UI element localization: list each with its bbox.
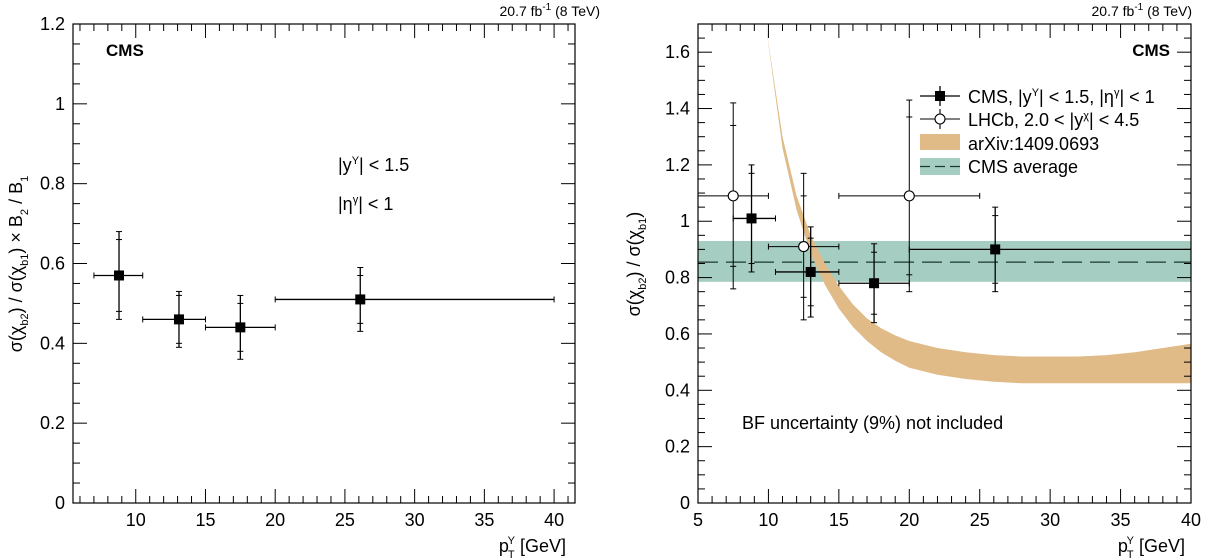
legend-entry-lhcb: LHCb, 2.0 < |yχ| < 4.5 xyxy=(920,109,1139,130)
left-cms-point xyxy=(93,231,144,320)
left-x-tick-label: 30 xyxy=(405,510,425,530)
legend-label-average: CMS average xyxy=(968,157,1078,177)
right-plot-frame xyxy=(697,23,1192,504)
right-y-axis-title: σ(χb2) / σ(χb1) xyxy=(624,212,649,317)
left-cms-point xyxy=(142,290,206,348)
left-x-tick-label: 40 xyxy=(544,510,564,530)
left-y-tick-label: 0.4 xyxy=(40,333,65,353)
right-y-tick-label: 0 xyxy=(680,493,690,513)
right-x-tick-label: 5 xyxy=(693,510,703,530)
right-x-tick-label: 30 xyxy=(1040,510,1060,530)
left-data-points xyxy=(93,231,555,360)
right-y-tick-label: 0.2 xyxy=(665,437,690,457)
left-cms-point xyxy=(274,266,555,332)
right-cms-point xyxy=(908,206,1192,293)
legend-entry-theory: arXiv:1409.0693 xyxy=(920,134,1099,154)
cms-average-band xyxy=(698,240,1191,282)
right-y-tick-label: 1.4 xyxy=(665,99,690,119)
right-x-tick-label: 10 xyxy=(758,510,778,530)
right-chart: 20.7 fb-1 (8 TeV) 5 10 15 20 25 30 35 40 0 0.2 0.4… xyxy=(624,2,1201,560)
right-y-tick-label: 1.6 xyxy=(665,42,690,62)
right-data-points xyxy=(697,99,1192,324)
right-axis-ticks: 5 10 15 20 25 30 35 40 0 0.2 0.4 0.6 0.8 1 1.2 1.4 1.6 xyxy=(665,23,1201,530)
right-y-tick-label: 1.2 xyxy=(665,155,690,175)
left-y-tick-label: 0.6 xyxy=(40,254,65,274)
left-y-tick-label: 0.8 xyxy=(40,174,65,194)
left-y-tick-label: 1 xyxy=(55,94,65,114)
right-lhcb-point xyxy=(697,102,769,290)
left-eta-cut: |ηγ| < 1 xyxy=(338,194,393,214)
right-cms-label: CMS xyxy=(1132,41,1170,60)
legend-entry-average: CMS average xyxy=(920,157,1078,177)
left-plot-frame xyxy=(72,23,576,504)
right-y-tick-label: 0.4 xyxy=(665,380,690,400)
left-x-tick-label: 20 xyxy=(265,510,285,530)
bf-uncertainty-note: BF uncertainty (9%) not included xyxy=(742,413,1003,433)
right-lumi-label: 20.7 fb-1 (8 TeV) xyxy=(1092,2,1193,19)
right-legend: CMS, |yΥ| < 1.5, |ηγ| < 1 LHCb, 2.0 < |y… xyxy=(920,86,1155,177)
left-x-tick-label: 15 xyxy=(195,510,215,530)
legend-label-cms: CMS, |yΥ| < 1.5, |ηγ| < 1 xyxy=(968,87,1155,107)
left-cms-point xyxy=(204,294,276,360)
left-x-tick-label: 35 xyxy=(474,510,494,530)
right-x-tick-label: 35 xyxy=(1111,510,1131,530)
right-lhcb-point xyxy=(767,172,840,321)
right-x-tick-label: 15 xyxy=(829,510,849,530)
left-x-tick-label: 10 xyxy=(126,510,146,530)
right-cms-point xyxy=(774,226,840,318)
right-y-tick-label: 0.8 xyxy=(665,268,690,288)
right-cms-point xyxy=(838,243,910,324)
right-x-tick-label: 20 xyxy=(899,510,919,530)
left-x-axis-title: pTΥ [GeV] xyxy=(499,535,566,560)
right-lhcb-point xyxy=(838,99,981,293)
right-x-tick-label: 40 xyxy=(1181,510,1201,530)
right-y-tick-label: 1 xyxy=(680,211,690,231)
left-chart: 20.7 fb-1 (8 TeV) 10 15 20 25 30 35 40 0 0.2 0.4 0… xyxy=(6,2,600,560)
left-y-tick-label: 0 xyxy=(55,493,65,513)
left-y-tick-label: 1.2 xyxy=(40,14,65,34)
right-x-tick-label: 25 xyxy=(970,510,990,530)
left-lumi-label: 20.7 fb-1 (8 TeV) xyxy=(500,2,601,19)
right-x-axis-title: pTΥ [GeV] xyxy=(1118,535,1185,560)
legend-label-lhcb: LHCb, 2.0 < |yχ| < 4.5 xyxy=(968,110,1139,130)
left-cms-label: CMS xyxy=(106,41,144,60)
left-y-axis-title: σ(χb2) / σ(χb1) × B2 / B1 xyxy=(6,176,31,352)
right-y-tick-label: 0.6 xyxy=(665,324,690,344)
left-y-tick-label: 0.2 xyxy=(40,413,65,433)
theory-band-arxiv xyxy=(765,24,1191,384)
legend-entry-cms: CMS, |yΥ| < 1.5, |ηγ| < 1 xyxy=(920,86,1155,107)
legend-label-theory: arXiv:1409.0693 xyxy=(968,134,1099,154)
left-x-tick-label: 25 xyxy=(335,510,355,530)
left-axis-ticks: 10 15 20 25 30 35 40 0 0.2 0.4 0.6 0.8 1 1.2 xyxy=(40,14,575,530)
left-rapidity-cut: |yΥ| < 1.5 xyxy=(338,155,409,175)
